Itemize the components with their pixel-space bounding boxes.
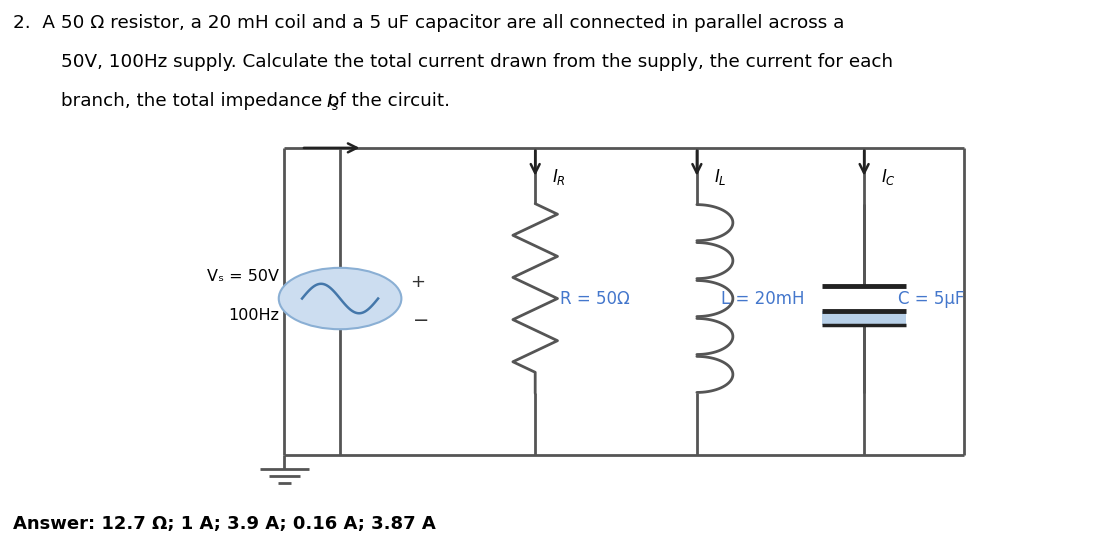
- Text: R = 50Ω: R = 50Ω: [560, 290, 630, 307]
- Text: Answer: 12.7 Ω; 1 A; 3.9 A; 0.16 A; 3.87 A: Answer: 12.7 Ω; 1 A; 3.9 A; 0.16 A; 3.87…: [13, 515, 436, 533]
- Circle shape: [279, 268, 401, 329]
- Text: 2.  A 50 Ω resistor, a 20 mH coil and a 5 uF capacitor are all connected in para: 2. A 50 Ω resistor, a 20 mH coil and a 5…: [13, 14, 845, 32]
- Text: $I_s$: $I_s$: [326, 92, 339, 112]
- FancyBboxPatch shape: [822, 311, 906, 325]
- Text: branch, the total impedance of the circuit.: branch, the total impedance of the circu…: [61, 92, 450, 110]
- Text: $I_C$: $I_C$: [881, 167, 895, 187]
- Text: 50V, 100Hz supply. Calculate the total current drawn from the supply, the curren: 50V, 100Hz supply. Calculate the total c…: [61, 53, 893, 71]
- Text: +: +: [410, 273, 425, 291]
- Text: 100Hz: 100Hz: [227, 308, 279, 323]
- Text: $I_R$: $I_R$: [552, 167, 565, 187]
- Text: $I_L$: $I_L$: [714, 167, 726, 187]
- Text: −: −: [413, 311, 429, 330]
- Text: C = 5μF: C = 5μF: [898, 290, 964, 307]
- Text: Vₛ = 50V: Vₛ = 50V: [206, 269, 279, 283]
- Text: L = 20mH: L = 20mH: [721, 290, 805, 307]
